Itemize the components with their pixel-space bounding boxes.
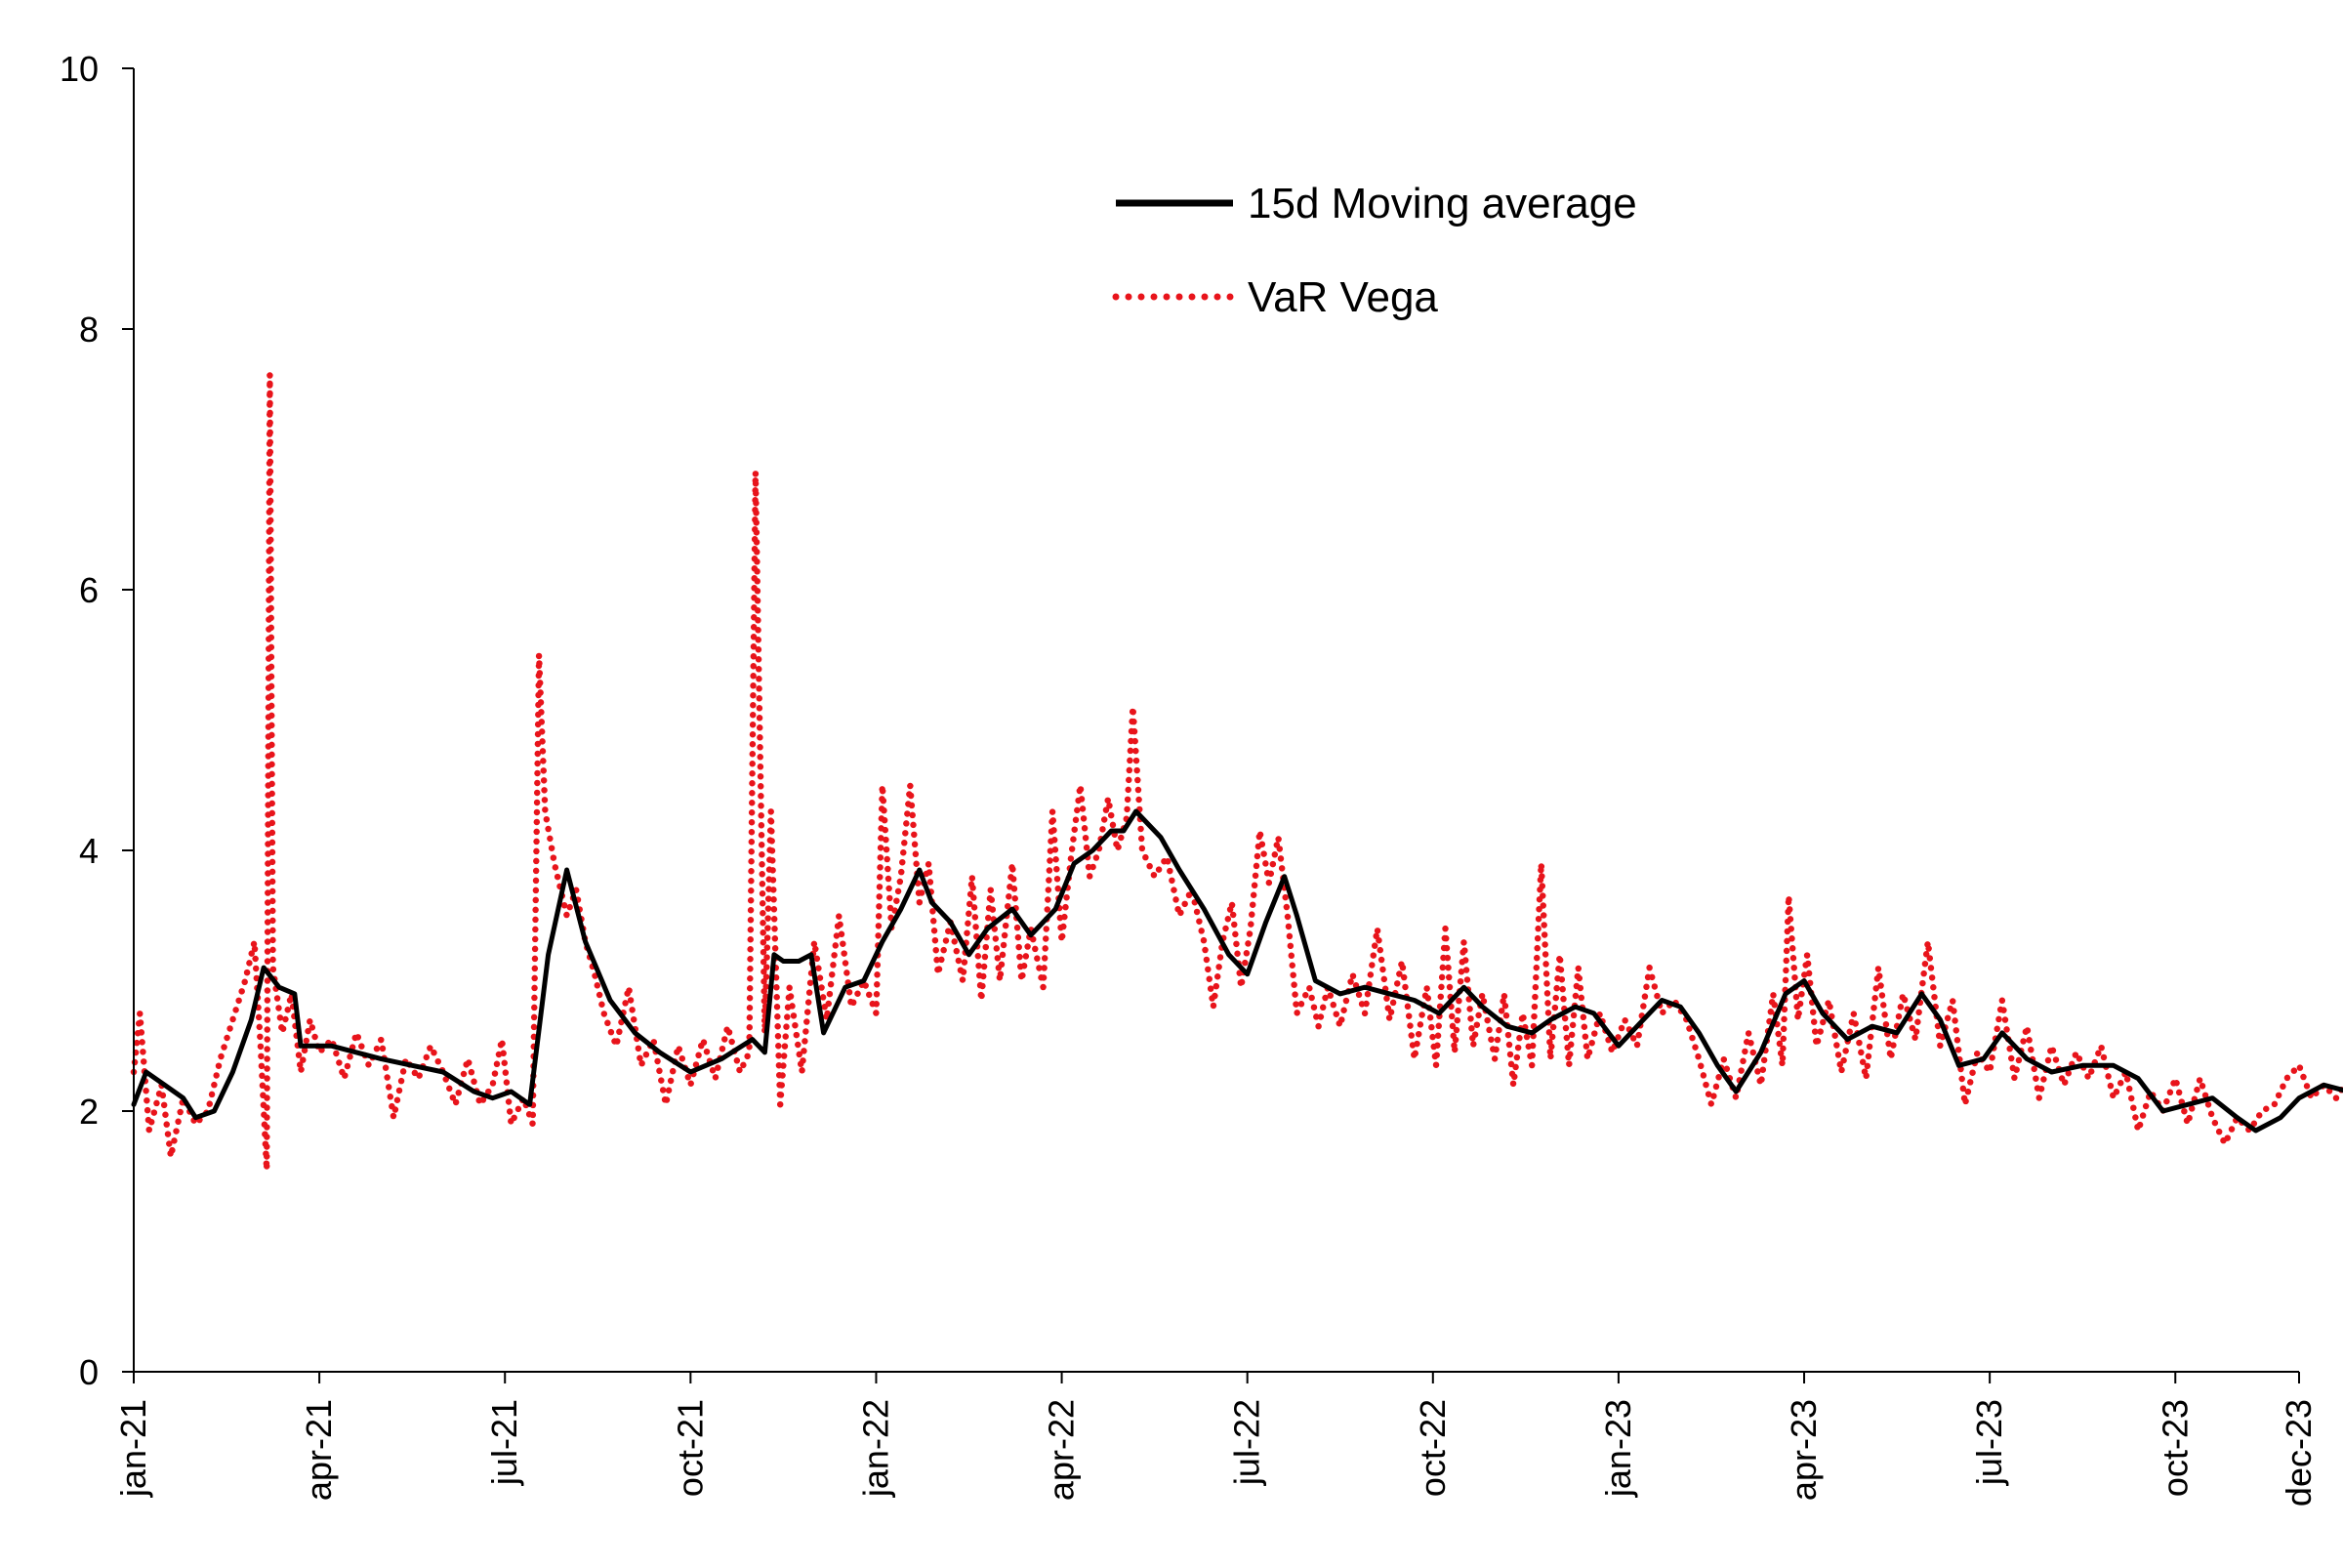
x-tick-label: oct-22 <box>1413 1399 1453 1497</box>
x-tick-label: apr-21 <box>299 1399 339 1501</box>
x-tick-label: oct-21 <box>670 1399 710 1497</box>
x-tick-label: oct-23 <box>2155 1399 2195 1497</box>
x-tick-label: jan-22 <box>855 1399 895 1498</box>
series-var-vega <box>130 371 2343 1174</box>
x-tick-label: jan-21 <box>113 1399 153 1498</box>
legend: 15d Moving average VaR Vega <box>1112 180 1637 321</box>
x-tick-label: apr-23 <box>1784 1399 1824 1501</box>
x-tick-label: jul-21 <box>484 1399 524 1486</box>
y-tick-label: 6 <box>79 570 99 610</box>
y-tick-label: 0 <box>79 1352 99 1392</box>
y-tick-label: 10 <box>60 49 99 89</box>
y-tick-label: 8 <box>79 309 99 350</box>
x-tick-label: apr-22 <box>1042 1399 1082 1501</box>
x-tick-label: jan-23 <box>1598 1399 1638 1498</box>
y-tick-label: 4 <box>79 831 99 871</box>
legend-label-var-vega: VaR Vega <box>1248 273 1438 321</box>
x-tick-label: dec-23 <box>2279 1399 2319 1506</box>
series-moving-average <box>131 808 2343 1134</box>
legend-label-moving-average: 15d Moving average <box>1248 180 1637 227</box>
x-tick-label: jul-23 <box>1969 1399 2009 1486</box>
axes: 0 2 4 6 8 10 jan-21 apr-21 jul-21 oct-21 jan-22 apr… <box>60 49 2319 1506</box>
y-tick-label: 2 <box>79 1092 99 1132</box>
plot-area <box>130 371 2343 1174</box>
x-tick-label: jul-22 <box>1227 1399 1267 1486</box>
